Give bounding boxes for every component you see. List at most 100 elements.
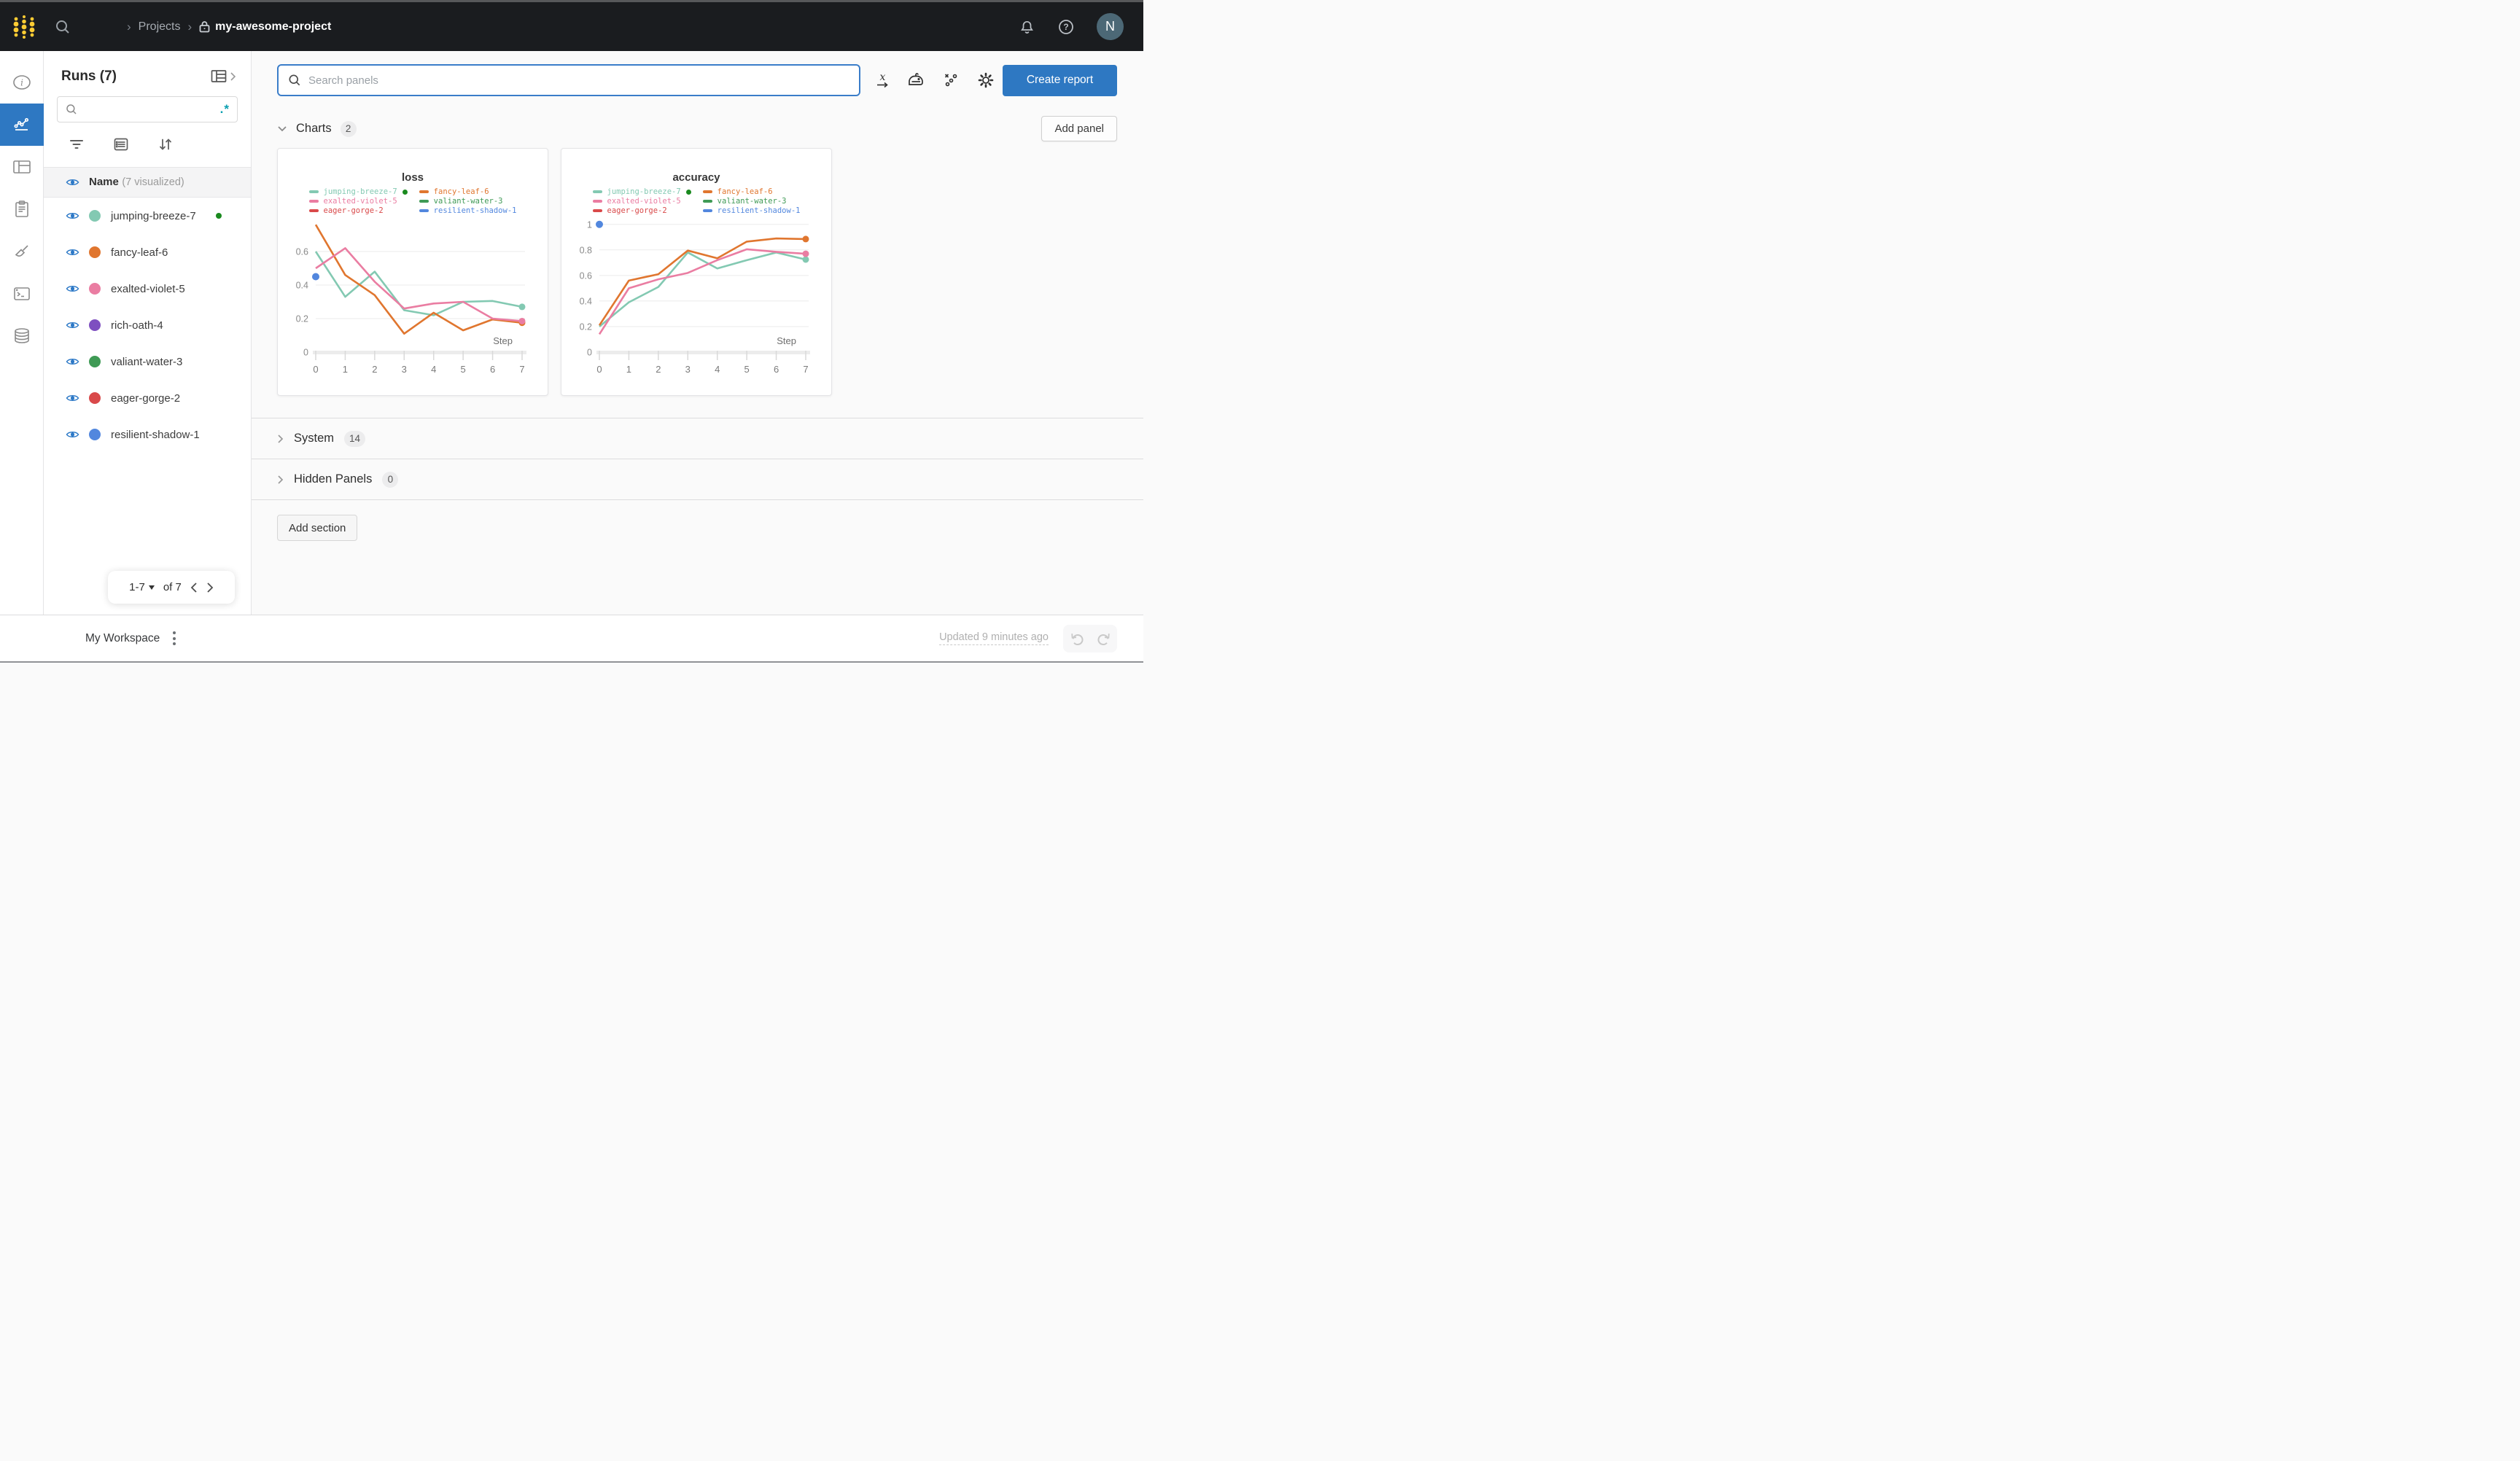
page-range-dropdown[interactable]: 1-7 — [129, 581, 155, 593]
run-running-indicator — [216, 213, 222, 219]
notifications-bell-icon[interactable] — [1019, 18, 1035, 36]
runs-search-input[interactable] — [84, 104, 220, 115]
next-page-button[interactable] — [206, 582, 214, 593]
legend-item[interactable]: eager-gorge-2 — [308, 206, 408, 215]
run-row[interactable]: rich-oath-4 — [44, 307, 251, 343]
add-panel-button[interactable]: Add panel — [1041, 116, 1117, 141]
outliers-icon[interactable] — [943, 72, 959, 88]
legend-item[interactable]: jumping-breeze-7 — [308, 187, 408, 196]
smoothing-icon[interactable] — [907, 72, 925, 88]
breadcrumb-projects[interactable]: Projects — [138, 20, 181, 33]
breadcrumb-current[interactable]: my-awesome-project — [199, 20, 331, 34]
legend-running-indicator — [402, 189, 408, 195]
chart-legend: jumping-breeze-7 fancy-leaf-6 exalted-viol… — [561, 187, 831, 215]
legend-item[interactable]: valiant-water-3 — [419, 197, 517, 206]
rail-item-table[interactable] — [0, 146, 44, 188]
avatar[interactable]: N — [1097, 13, 1124, 40]
rail-item-artifacts[interactable] — [0, 315, 44, 357]
help-icon[interactable]: ? — [1057, 18, 1075, 36]
run-visibility-eye-icon[interactable] — [66, 429, 79, 440]
run-row[interactable]: exalted-violet-5 — [44, 270, 251, 307]
run-visibility-eye-icon[interactable] — [66, 211, 79, 221]
breadcrumb: › Projects › my-awesome-project — [127, 20, 331, 34]
run-name: resilient-shadow-1 — [111, 428, 200, 441]
runs-header-visualized: (7 visualized) — [122, 176, 184, 188]
legend-swatch — [702, 200, 712, 203]
chart-panel-loss[interactable]: loss jumping-breeze-7 fancy-leaf-6 exalted… — [277, 148, 548, 396]
visibility-all-eye-icon[interactable] — [66, 177, 79, 187]
rail-item-overview[interactable]: i — [0, 61, 44, 104]
charts-row: loss jumping-breeze-7 fancy-leaf-6 exalted… — [277, 148, 1117, 396]
rail-item-terminal[interactable] — [0, 273, 44, 315]
system-section-title: System — [294, 432, 335, 445]
run-color-dot — [89, 356, 101, 367]
legend-item[interactable]: fancy-leaf-6 — [702, 187, 801, 196]
svg-text:3: 3 — [402, 364, 407, 375]
undo-button[interactable] — [1063, 625, 1090, 652]
global-search-icon[interactable] — [54, 18, 71, 36]
group-icon[interactable] — [113, 137, 129, 155]
redo-button[interactable] — [1090, 625, 1117, 652]
workspace-tools: x — [876, 71, 995, 89]
legend-item[interactable]: fancy-leaf-6 — [419, 187, 517, 196]
rail-item-workspace-charts[interactable] — [0, 104, 44, 146]
run-row[interactable]: eager-gorge-2 — [44, 380, 251, 416]
charts-section-toggle[interactable]: Charts 2 — [277, 120, 357, 137]
regex-toggle[interactable]: .* — [219, 102, 230, 116]
legend-swatch — [592, 190, 602, 193]
x-axis-settings-icon[interactable]: x — [876, 72, 889, 88]
create-report-button[interactable]: Create report — [1003, 64, 1117, 96]
legend-item[interactable]: resilient-shadow-1 — [419, 206, 516, 215]
run-row[interactable]: jumping-breeze-7 — [44, 198, 251, 234]
run-row[interactable]: resilient-shadow-1 — [44, 416, 251, 453]
run-visibility-eye-icon[interactable] — [66, 247, 79, 257]
workspace-title[interactable]: My Workspace — [85, 631, 160, 644]
filter-icon[interactable] — [69, 137, 85, 155]
system-section-toggle[interactable]: System 14 — [252, 418, 1143, 459]
run-visibility-eye-icon[interactable] — [66, 357, 79, 367]
run-visibility-eye-icon[interactable] — [66, 393, 79, 403]
runs-pagination: 1-7 of 7 — [108, 571, 235, 604]
wandb-logo[interactable] — [12, 13, 36, 41]
run-visibility-eye-icon[interactable] — [66, 320, 79, 330]
svg-text:4: 4 — [431, 364, 436, 375]
workspace-menu-kebab-icon[interactable] — [173, 631, 176, 645]
panel-search-box[interactable] — [277, 64, 860, 96]
settings-gear-icon[interactable] — [977, 71, 995, 89]
legend-item[interactable]: jumping-breeze-7 — [592, 187, 691, 196]
hidden-panels-section-toggle[interactable]: Hidden Panels 0 — [252, 459, 1143, 499]
runs-search-box[interactable]: .* — [57, 96, 238, 122]
expand-runs-table-button[interactable] — [211, 69, 236, 85]
chart-title: loss — [401, 171, 424, 184]
run-row[interactable]: valiant-water-3 — [44, 343, 251, 380]
panel-search-input[interactable] — [308, 74, 850, 87]
legend-swatch — [308, 209, 319, 212]
legend-label: eager-gorge-2 — [607, 206, 667, 215]
svg-text:0: 0 — [596, 364, 602, 375]
chart-plot: 0 0.2 0.4 0.6 0.8 1 0 1 2 3 4 5 6 7 Step — [580, 219, 810, 375]
legend-item[interactable]: exalted-violet-5 — [308, 197, 408, 206]
add-section-button[interactable]: Add section — [277, 515, 358, 541]
legend-item[interactable]: valiant-water-3 — [702, 197, 801, 206]
rail-item-logs[interactable] — [0, 188, 44, 230]
run-row[interactable]: fancy-leaf-6 — [44, 234, 251, 270]
app-window: › Projects › my-awesome-project ? N — [0, 0, 1143, 663]
legend-swatch — [419, 200, 429, 203]
left-rail: i — [0, 51, 44, 615]
legend-item[interactable]: exalted-violet-5 — [592, 197, 691, 206]
run-visibility-eye-icon[interactable] — [66, 284, 79, 294]
legend-item[interactable]: eager-gorge-2 — [592, 206, 691, 215]
svg-text:0: 0 — [313, 364, 318, 375]
legend-swatch — [308, 200, 319, 203]
chevron-right-icon — [230, 72, 236, 81]
topbar: › Projects › my-awesome-project ? N — [0, 2, 1143, 51]
chart-panel-accuracy[interactable]: accuracy jumping-breeze-7 fancy-leaf-6 exa… — [561, 148, 832, 396]
legend-item[interactable]: resilient-shadow-1 — [702, 206, 800, 215]
prev-page-button[interactable] — [190, 582, 198, 593]
runs-list-header: Name (7 visualized) — [44, 167, 251, 198]
sort-icon[interactable] — [158, 137, 174, 155]
rail-item-sweeps[interactable] — [0, 230, 44, 273]
svg-text:0.2: 0.2 — [296, 314, 308, 324]
run-color-dot — [89, 283, 101, 295]
legend-label: fancy-leaf-6 — [717, 187, 773, 196]
